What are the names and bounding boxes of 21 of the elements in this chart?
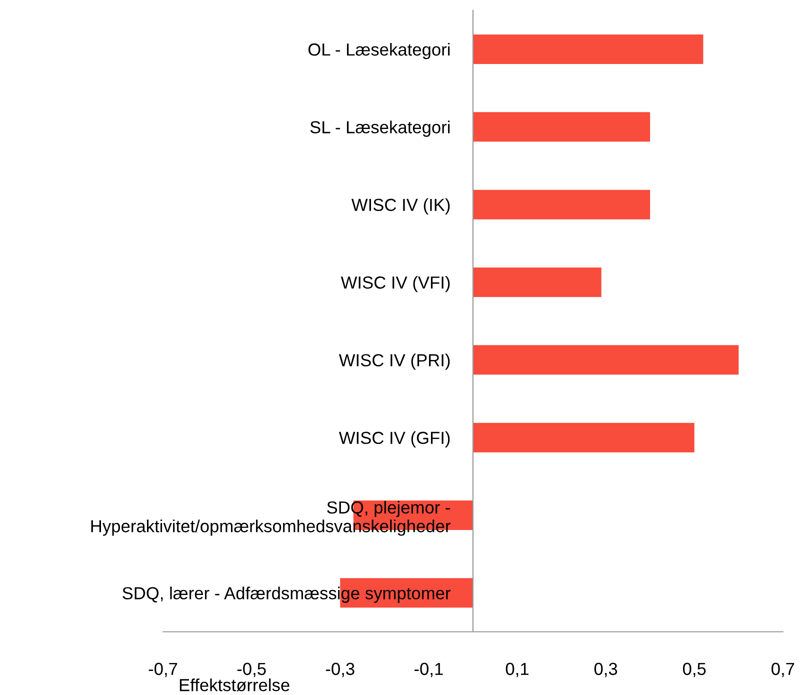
x-tick-label: -0,3 xyxy=(326,662,354,678)
x-tick-label: 0,5 xyxy=(682,662,706,678)
y-tick-label: WISC IV (IK) xyxy=(351,198,450,214)
bar xyxy=(472,422,694,452)
x-tick-label: 0,1 xyxy=(506,662,528,678)
y-tick-label: WISC IV (VFI) xyxy=(340,276,450,292)
bar xyxy=(472,268,602,298)
bar xyxy=(472,345,739,375)
x-tick-label: -0,5 xyxy=(237,662,266,678)
bar xyxy=(472,112,650,142)
bar xyxy=(472,34,704,64)
x-tick-label: 0,7 xyxy=(772,662,794,678)
y-tick-label: WISC IV (PRI) xyxy=(338,354,450,370)
x-tick-label: -0,1 xyxy=(414,662,443,678)
x-tick-label: -0,7 xyxy=(148,662,178,678)
bar xyxy=(472,190,650,220)
x-axis-title: Effektstørrelse xyxy=(180,678,290,692)
y-tick-label: WISC IV (GFI) xyxy=(338,431,450,448)
x-tick-label: 0,3 xyxy=(594,662,618,678)
y-tick-label: SL - Læsekategori xyxy=(310,120,450,137)
y-tick-label: OL - Læsekategori xyxy=(308,42,450,60)
